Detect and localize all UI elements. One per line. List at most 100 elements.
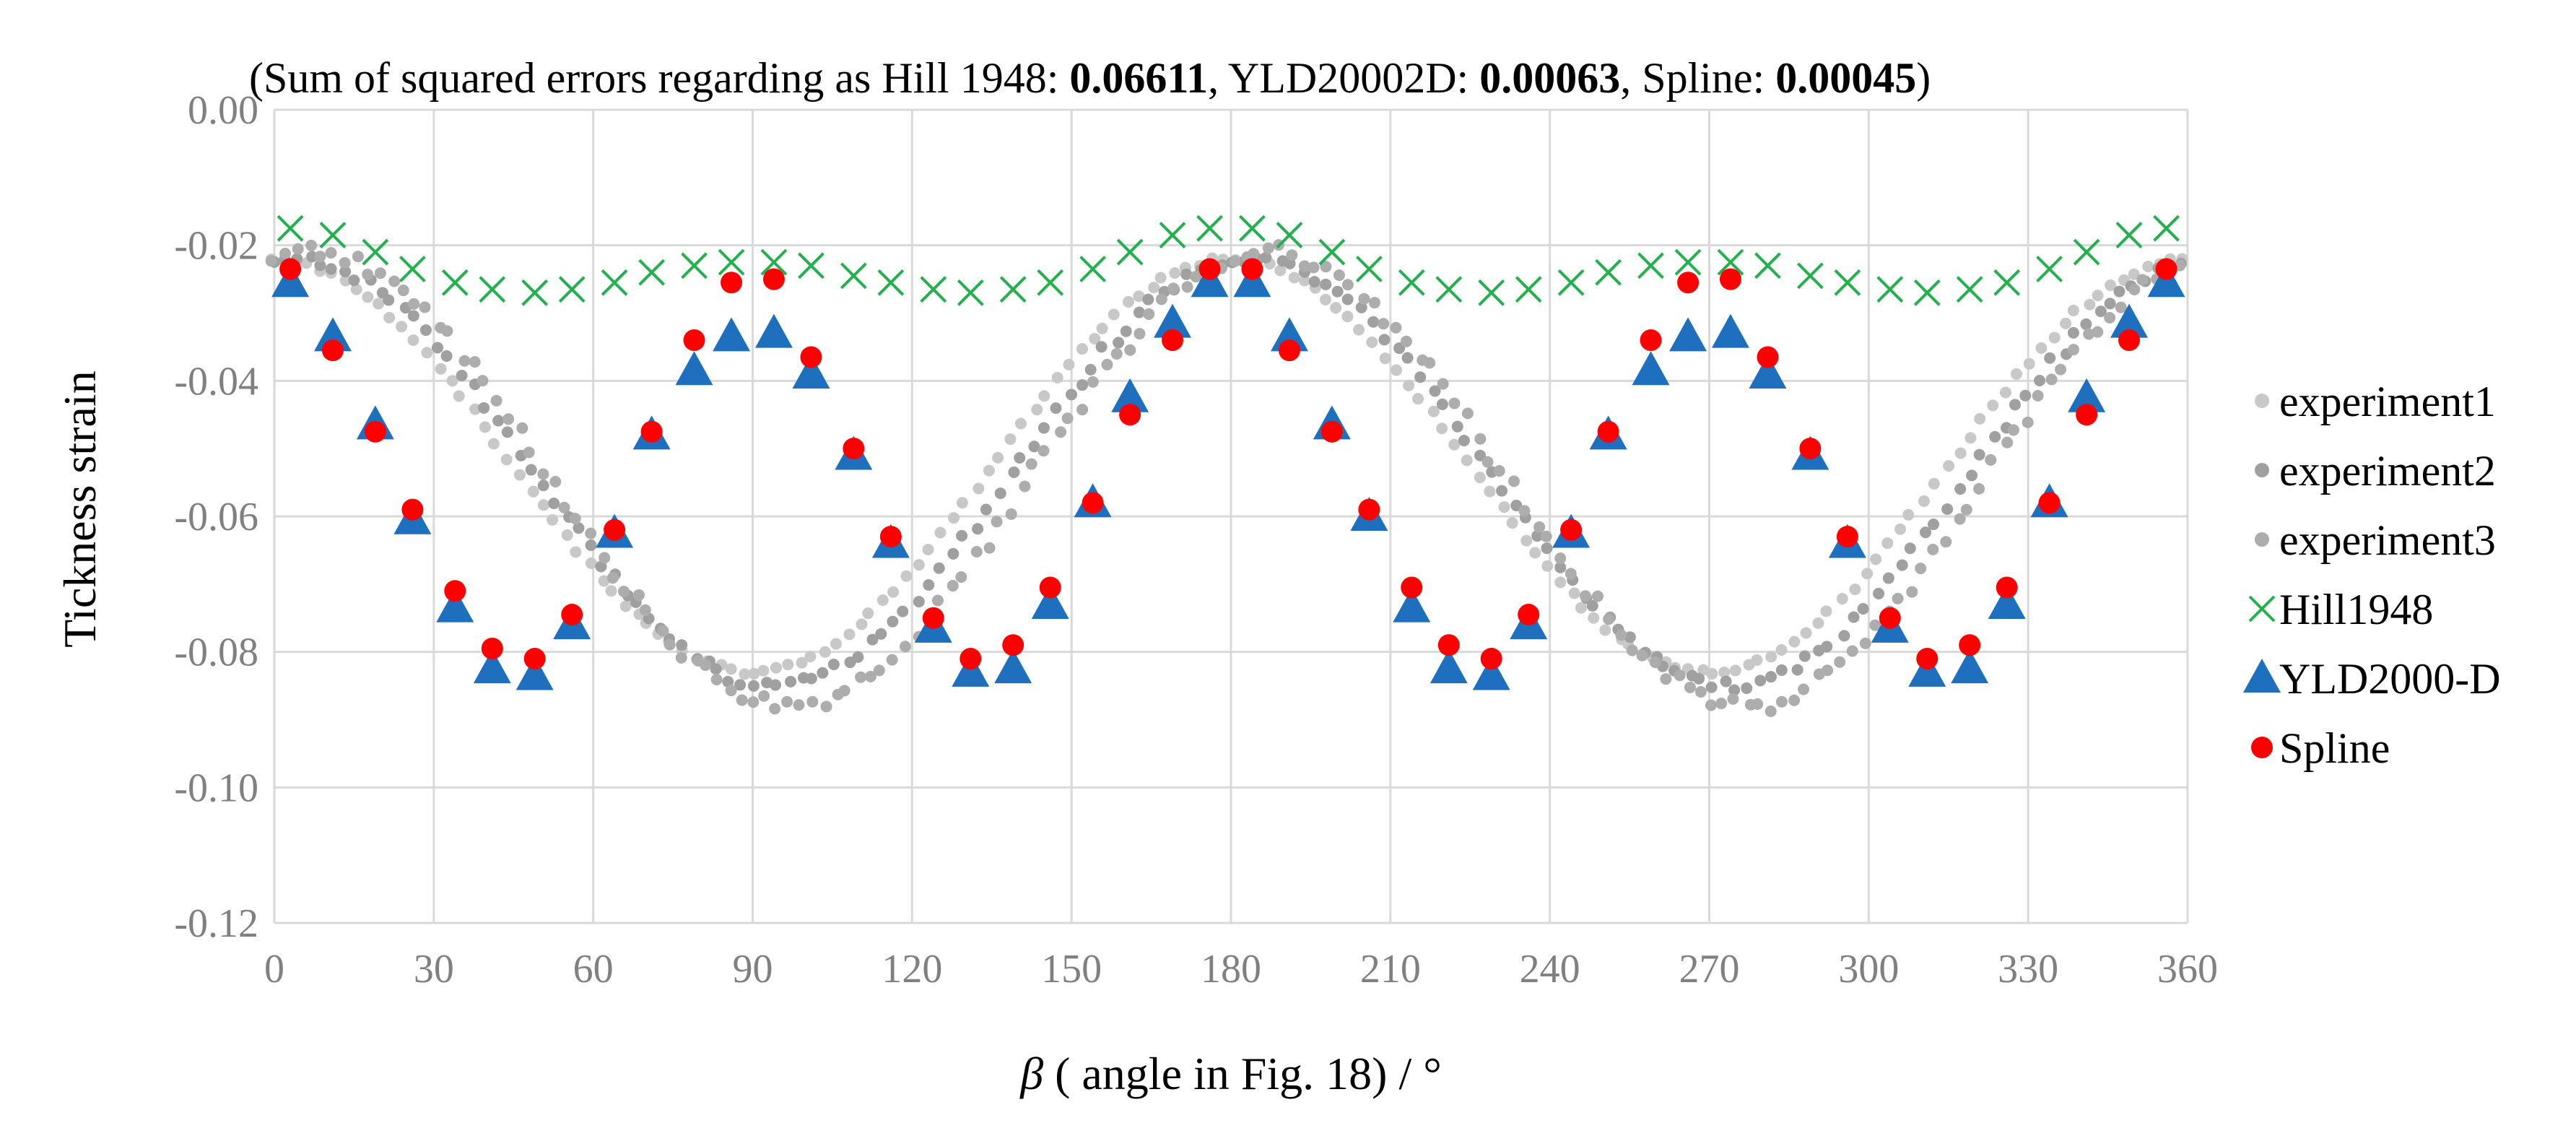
- experiment1-point: [1881, 537, 1894, 550]
- experiment2-point: [1720, 675, 1732, 688]
- experiment1-point: [983, 464, 995, 477]
- experiment1-point: [1836, 593, 1848, 605]
- experiment2-point: [1436, 398, 1448, 410]
- experiment2-point: [1458, 435, 1470, 447]
- title-part-close: ): [1916, 54, 1931, 102]
- experiment3-point: [1915, 563, 1927, 575]
- experiment3-point: [2128, 283, 2141, 295]
- series-Hill1948: [277, 214, 2180, 306]
- Hill1948-marker: [1637, 252, 1664, 279]
- experiment1-point: [1599, 624, 1611, 636]
- experiment3-point: [558, 501, 570, 513]
- experiment3-point: [1765, 705, 1777, 717]
- experiment3-point: [1715, 698, 1728, 710]
- experiment1-point: [2084, 298, 2096, 311]
- experiment2-point: [1791, 664, 1803, 676]
- Spline-marker: [1320, 420, 1343, 443]
- experiment3-point: [1674, 669, 1686, 682]
- experiment-points: [265, 239, 2188, 717]
- Hill1948-marker: [277, 214, 304, 242]
- experiment1-point: [2060, 317, 2072, 329]
- experiment1-point: [446, 375, 458, 387]
- experiment1-point: [1697, 664, 1710, 676]
- experiment1-point: [1319, 293, 1331, 305]
- experiment2-point: [897, 605, 909, 617]
- experiment1-point: [1861, 568, 1874, 580]
- x-axis-ticks: 0 30 60 90 120 150 180 210 240 270 300 330 360: [264, 947, 2218, 992]
- experiment2-point: [2019, 389, 2032, 402]
- experiment1-point: [396, 321, 408, 333]
- experiment3-point: [2001, 436, 2014, 448]
- Hill1948-marker: [2115, 222, 2143, 249]
- experiment3-point: [886, 654, 898, 666]
- legend-Hill1948-marker: [2248, 595, 2276, 623]
- model-points: [271, 214, 2185, 690]
- Spline-marker: [683, 329, 705, 352]
- experiment1-point: [947, 512, 960, 524]
- experiment3-point: [1341, 279, 1354, 291]
- experiment2-point: [994, 487, 1006, 500]
- Hill1948-marker: [319, 222, 347, 249]
- y-tick-label: -0.12: [174, 901, 258, 946]
- Hill1948-marker: [441, 269, 469, 296]
- experiment1-point: [453, 390, 465, 402]
- experiment2-point: [525, 464, 537, 476]
- experiment3-point: [747, 696, 760, 708]
- experiment1-point: [1051, 371, 1063, 383]
- experiment1-point: [1169, 267, 1181, 279]
- experiment2-point: [785, 675, 797, 688]
- experiment3-point: [820, 701, 832, 713]
- experiment3-point: [1368, 297, 1380, 309]
- experiment3-point: [1705, 699, 1717, 711]
- experiment3-point: [1461, 407, 1474, 420]
- YLD2000-D-marker: [515, 656, 554, 690]
- experiment2-point: [1954, 483, 1967, 495]
- experiment1-point: [585, 557, 597, 569]
- Hill1948-marker: [1876, 276, 1904, 303]
- YLD2000-D-marker: [436, 588, 474, 623]
- experiment3-point: [1954, 513, 1966, 525]
- experiment2-point: [1008, 466, 1020, 478]
- experiment3-point: [1124, 344, 1136, 356]
- experiment3-point: [657, 625, 669, 637]
- Spline-marker: [1518, 604, 1540, 626]
- Hill1948-marker: [2073, 238, 2100, 266]
- experiment2-point: [1966, 469, 1978, 482]
- experiment1-point: [856, 618, 868, 630]
- Spline-marker: [604, 519, 626, 541]
- Hill1948-marker: [957, 279, 984, 306]
- experiment3-point: [599, 552, 611, 564]
- Hill1948-marker: [1239, 214, 1266, 242]
- x-tick-label: 30: [414, 947, 454, 992]
- experiment3-point: [1518, 505, 1531, 517]
- experiment3-point: [1508, 475, 1520, 487]
- experiment1-point: [1575, 602, 1587, 614]
- Hill1948-marker: [798, 252, 824, 279]
- Spline-marker: [481, 637, 503, 659]
- Spline-marker: [1560, 519, 1583, 541]
- experiment2-point: [440, 350, 453, 362]
- Hill1948-marker: [399, 256, 426, 282]
- experiment2-point: [1414, 371, 1427, 383]
- experiment2-point: [1857, 603, 1869, 615]
- experiment2-point: [1180, 268, 1193, 280]
- experiment2-point: [2113, 285, 2125, 298]
- experiment1-point: [598, 575, 610, 587]
- experiment2-point: [1076, 379, 1089, 391]
- experiment1-point: [1943, 460, 1955, 472]
- legend-label: Hill1948: [2279, 586, 2433, 633]
- experiment1-point: [1436, 422, 1448, 435]
- experiment3-point: [397, 285, 409, 297]
- experiment3-point: [932, 594, 944, 607]
- experiment3-point: [1960, 503, 1972, 516]
- experiment3-point: [1400, 335, 1412, 347]
- experiment3-point: [1286, 249, 1298, 261]
- experiment3-point: [1973, 482, 1985, 495]
- Spline-marker: [1916, 648, 1938, 670]
- y-tick-label: 0.00: [188, 88, 258, 133]
- experiment3-point: [569, 513, 581, 525]
- experiment3-point: [1143, 308, 1155, 320]
- y-tick-label: -0.10: [174, 766, 258, 810]
- experiment3-point: [2007, 424, 2019, 436]
